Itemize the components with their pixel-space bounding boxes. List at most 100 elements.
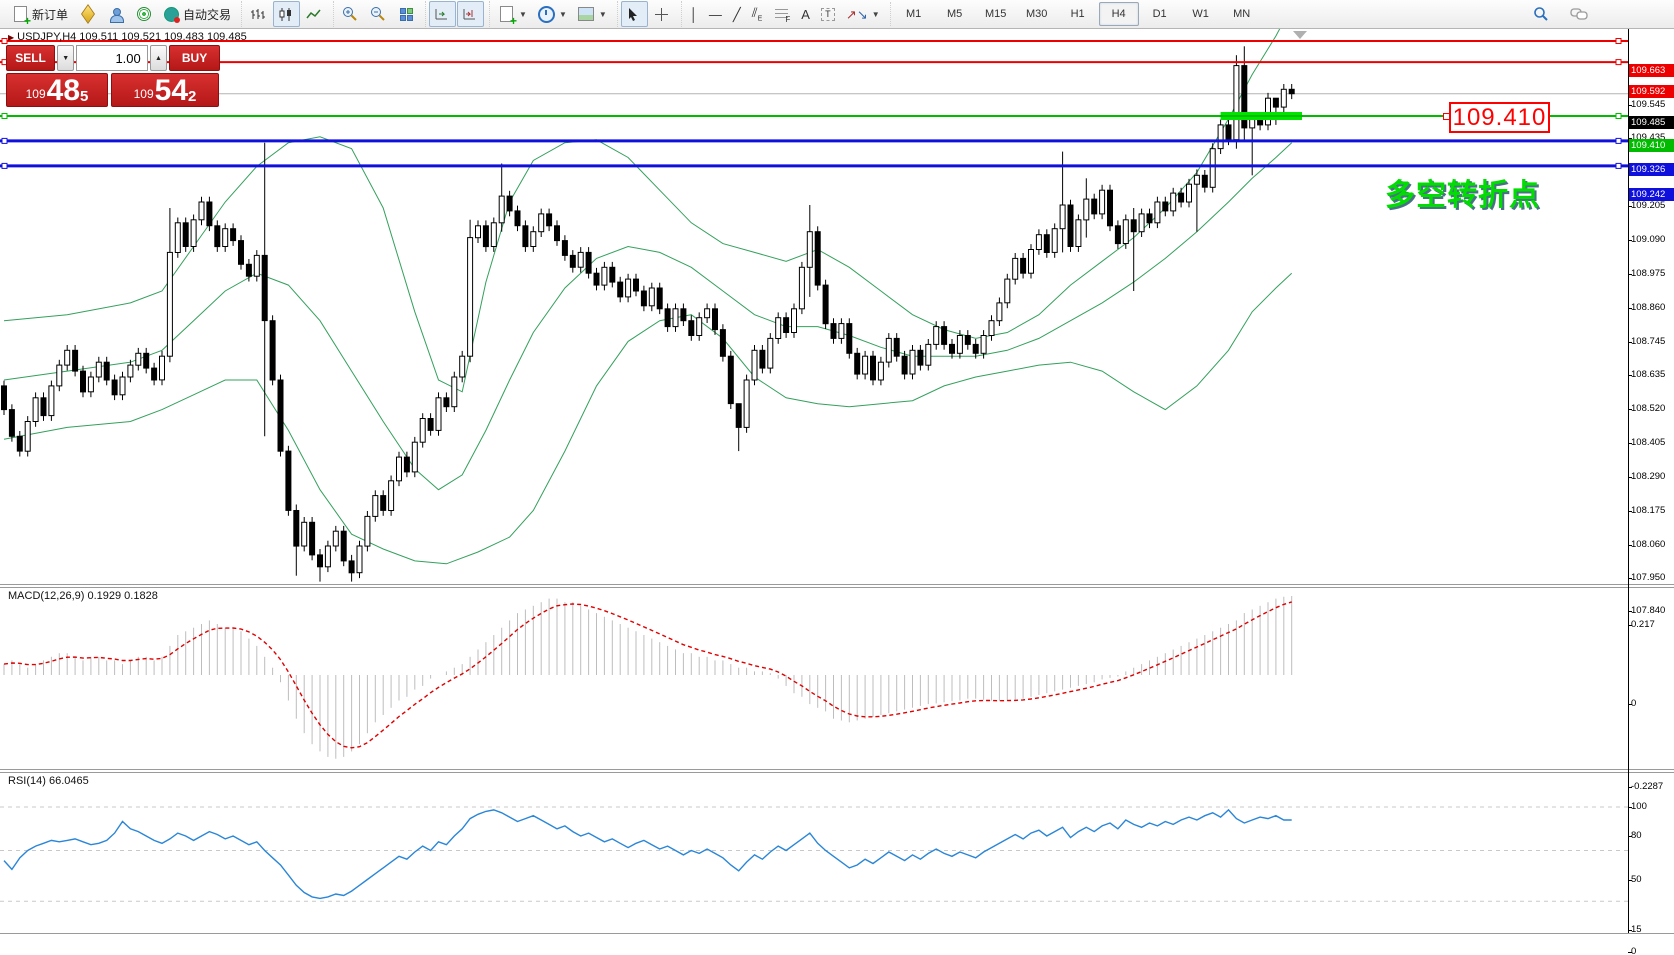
- turning-point-annotation[interactable]: 多空转折点: [1385, 179, 1540, 212]
- indicators-button[interactable]: ▼: [493, 1, 532, 27]
- arrows-icon: ↗↘: [845, 6, 868, 22]
- line-handle[interactable]: [1615, 137, 1622, 144]
- macd-pane: [3, 596, 1293, 759]
- toolbar-group-indicators: ▼ ▼ ▼: [489, 1, 615, 27]
- axis-tick: [1628, 952, 1632, 953]
- axis-tick: [1628, 545, 1632, 547]
- timeframe-m15[interactable]: M15: [984, 8, 1007, 20]
- auto-scroll-button[interactable]: [429, 1, 457, 27]
- pane-separator[interactable]: [0, 933, 1674, 934]
- line-handle[interactable]: [1615, 38, 1622, 44]
- price-badge-109.592: 109.592: [1629, 84, 1674, 98]
- line-handle[interactable]: [1615, 113, 1622, 119]
- bar-chart-icon: [250, 6, 267, 23]
- macd-indicator-label: MACD(12,26,9) 0.1929 0.1828: [8, 590, 158, 602]
- line-handle[interactable]: [1, 137, 8, 144]
- timeframe-m1[interactable]: M1: [906, 8, 922, 20]
- text-button[interactable]: A: [796, 1, 815, 27]
- symbol-marker-icon: ▶: [8, 33, 15, 42]
- timeframe-h1[interactable]: H1: [1070, 8, 1085, 20]
- candlestick-chart-button[interactable]: [273, 1, 301, 27]
- rsi-scale-100: 100: [1631, 801, 1647, 812]
- volume-down-button[interactable]: ▼: [57, 45, 75, 71]
- toolbar-group-scroll: [425, 1, 487, 27]
- line-handle[interactable]: [1, 162, 8, 169]
- new-order-label: 新订单: [32, 7, 69, 22]
- fibonacci-button[interactable]: [768, 1, 795, 27]
- toolbar-group-charttype: [241, 1, 331, 27]
- price-label-box[interactable]: 109.410: [1449, 102, 1550, 133]
- pane-separator[interactable]: [0, 587, 1674, 588]
- timeframe-h4[interactable]: H4: [1098, 2, 1139, 26]
- axis-tick: [1628, 704, 1632, 705]
- pane-separator[interactable]: [0, 772, 1674, 773]
- pane-separator[interactable]: [0, 769, 1674, 770]
- new-order-button[interactable]: 新订单: [7, 1, 73, 27]
- timeframe-mn[interactable]: MN: [1233, 8, 1251, 20]
- sell-price-point: 5: [80, 88, 89, 105]
- horizontal-line-button[interactable]: —: [704, 1, 727, 27]
- channel-button[interactable]: ⫽E: [747, 1, 767, 27]
- chat-button[interactable]: [1565, 1, 1592, 27]
- axis-tick: [1628, 879, 1632, 881]
- crosshair-button[interactable]: [649, 1, 676, 27]
- market-depth-button[interactable]: [74, 1, 101, 27]
- pane-separator[interactable]: [0, 584, 1674, 585]
- price-tick-109.090: 109.090: [1631, 233, 1666, 245]
- vertical-line-button[interactable]: │: [685, 1, 703, 27]
- line-handle[interactable]: [1, 38, 8, 44]
- autotrade-button[interactable]: 自动交易: [158, 1, 236, 27]
- chart-shift-button[interactable]: [457, 1, 485, 27]
- toolbar: 新订单 自动交易: [0, 0, 1674, 29]
- buy-button[interactable]: BUY: [169, 45, 220, 71]
- bollinger-upper-band: [3, 29, 1281, 393]
- search-button[interactable]: [1528, 1, 1555, 27]
- price-tick-108.860: 108.860: [1631, 302, 1666, 314]
- zoom-out-button[interactable]: [365, 1, 392, 27]
- buy-price-tile[interactable]: 109 54 2: [111, 73, 219, 107]
- templates-button[interactable]: ▼: [573, 1, 612, 27]
- toolbar-group-cursor: [616, 1, 679, 27]
- axis-tick: [1628, 625, 1632, 626]
- new-order-icon: [12, 6, 31, 26]
- line-chart-icon: [306, 6, 323, 23]
- chart-shift-icon: [462, 6, 479, 23]
- line-chart-button[interactable]: [301, 1, 328, 27]
- bar-chart-button[interactable]: [245, 1, 272, 27]
- signals-button[interactable]: [130, 1, 157, 27]
- volume-up-button[interactable]: ▲: [149, 45, 168, 71]
- line-handle[interactable]: [1615, 162, 1622, 169]
- sell-price-figure: 109: [25, 87, 46, 101]
- crosshair-icon: [654, 6, 671, 23]
- price-tick-109.205: 109.205: [1631, 199, 1666, 211]
- sell-button[interactable]: SELL: [6, 45, 56, 71]
- periods-button[interactable]: ▼: [533, 1, 572, 27]
- line-handle[interactable]: [1615, 59, 1622, 66]
- chart-shift-marker[interactable]: [1293, 31, 1307, 39]
- cursor-icon: [626, 6, 643, 23]
- line-handle[interactable]: [1, 113, 8, 119]
- axis-tick: [1628, 511, 1632, 513]
- text-label-button[interactable]: T: [816, 1, 840, 27]
- axis-tick: [1628, 807, 1632, 808]
- axis-tick: [1628, 836, 1632, 837]
- timeframe-d1[interactable]: D1: [1152, 8, 1167, 20]
- timeframe-m5[interactable]: M5: [947, 8, 963, 20]
- timeframe-w1[interactable]: W1: [1192, 8, 1209, 20]
- cursor-button[interactable]: [620, 1, 648, 27]
- candlestick-chart-icon: [278, 6, 295, 23]
- trendline-button[interactable]: ╱: [728, 1, 746, 27]
- price-tick-109.545: 109.545: [1631, 98, 1666, 110]
- bollinger-middle-band: [3, 142, 1293, 491]
- tile-windows-button[interactable]: [393, 1, 420, 27]
- macd-histogram: [3, 596, 1293, 759]
- macd-scale-0.217: 0.217: [1631, 619, 1655, 630]
- arrows-button[interactable]: ↗↘ ▼: [841, 1, 885, 27]
- volume-input[interactable]: 1.00: [76, 45, 148, 71]
- timeframe-m30[interactable]: M30: [1025, 8, 1048, 20]
- price-tick-108.635: 108.635: [1631, 368, 1666, 380]
- zoom-in-button[interactable]: [337, 1, 364, 27]
- community-button[interactable]: [102, 1, 129, 27]
- sell-price-tile[interactable]: 109 48 5: [6, 73, 108, 107]
- axis-tick: [1628, 239, 1632, 241]
